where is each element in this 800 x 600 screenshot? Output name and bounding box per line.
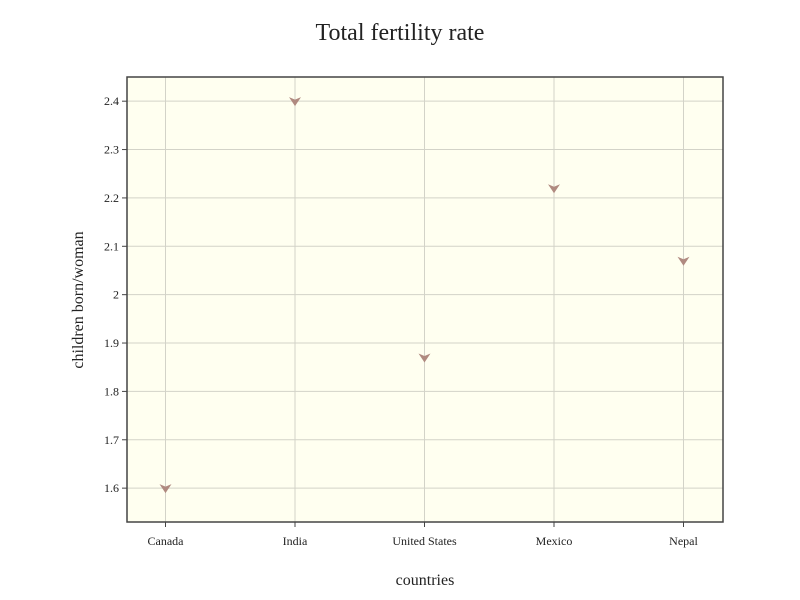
y-axis-title: children born/woman [70,231,87,368]
y-tick-label: 2 [113,288,119,302]
data-point-canada [159,484,172,494]
x-gridlines [165,77,684,522]
y-tick-label: 1.6 [104,481,119,495]
data-point-nepal [677,256,690,266]
y-tick-label: 2.2 [104,191,119,205]
data-points [159,97,690,494]
x-tick-label: India [283,534,308,548]
chart-title: Total fertility rate [316,20,485,46]
y-tick-label: 2.4 [104,94,119,108]
y-tick-label: 2.1 [104,239,119,253]
y-tick-label: 1.9 [104,336,119,350]
x-axis-title: countries [396,572,455,589]
data-point-india [289,97,301,107]
x-axis-ticks: Canada India United States Mexico Nepal [148,522,698,548]
x-tick-label: Canada [148,534,185,548]
x-tick-label: Mexico [536,534,573,548]
x-tick-label: Nepal [669,534,698,548]
data-point-united-states [418,353,431,363]
x-tick-label: United States [392,534,457,548]
y-tick-label: 1.7 [104,433,119,447]
data-point-mexico [548,184,560,194]
y-tick-label: 2.3 [104,143,119,157]
y-tick-label: 1.8 [104,384,119,398]
y-axis-ticks: 1.6 1.7 1.8 1.9 2 2.1 2.2 2.3 2.4 [104,94,127,495]
y-gridlines [127,100,723,489]
